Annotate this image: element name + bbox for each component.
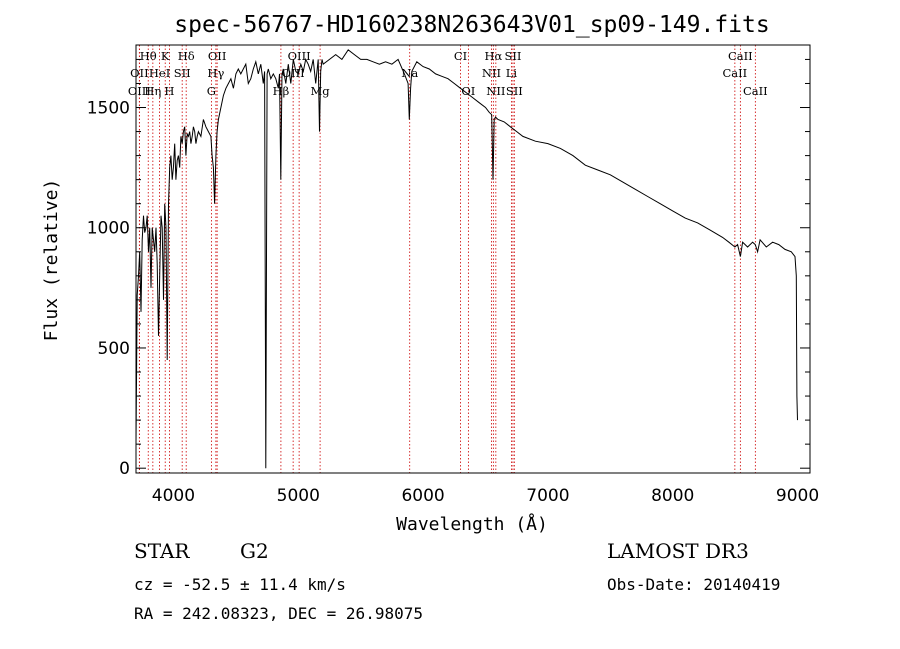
spectral-line-label: OII <box>130 66 149 80</box>
spectral-line-label: CaII <box>728 49 753 63</box>
spectral-line-label: Hβ <box>273 84 290 98</box>
spectral-line-label: CaII <box>743 84 768 98</box>
x-tick-label: 8000 <box>651 486 694 506</box>
coordinates-readout: RA = 242.08323, DEC = 26.98075 <box>134 604 423 623</box>
spectral-line-label: Li <box>506 66 518 80</box>
flux-series-line <box>135 49 798 469</box>
spectral-line-label: SII <box>506 84 523 98</box>
x-tick-label: 7000 <box>526 486 569 506</box>
plot-frame <box>135 44 811 474</box>
y-tick-label: 1500 <box>87 99 130 119</box>
spectral-line-label: Hδ <box>178 49 195 63</box>
x-tick-label: 4000 <box>152 486 195 506</box>
axis-ticks: 4000 5000 6000 7000 8000 9000 0 500 1000 1500 <box>87 58 819 506</box>
observation-date: Obs-Date: 20140419 <box>607 575 781 594</box>
spectral-line-label: H <box>164 84 174 98</box>
spectral-line-label: SII <box>504 49 521 63</box>
x-tick-label: 5000 <box>277 486 320 506</box>
redshift-readout: cz = -52.5 ± 11.4 km/s <box>134 575 346 594</box>
spectral-line-label: CI <box>454 49 467 63</box>
object-class: STAR <box>134 539 190 563</box>
x-tick-label: 6000 <box>401 486 444 506</box>
survey-name: LAMOST DR3 <box>607 539 749 563</box>
spectral-line-label: HeI <box>149 66 170 80</box>
spectral-line-label: Hη <box>144 84 161 98</box>
chart-title: spec-56767-HD160238N263643V01_sp09-149.f… <box>174 12 769 38</box>
spectral-line-label: NII <box>482 66 501 80</box>
spectral-line-label: SII <box>174 66 191 80</box>
spectral-line-label: Hα <box>484 49 502 63</box>
spectral-line-label: NII <box>486 84 505 98</box>
spectral-line-guides <box>138 45 756 473</box>
y-tick-label: 1000 <box>87 219 130 239</box>
spectral-line-label: Hθ <box>140 49 157 63</box>
spectral-line-label: G <box>207 84 216 98</box>
spectral-line-label: K <box>161 49 170 63</box>
object-subclass: G2 <box>240 539 269 563</box>
y-tick-label: 500 <box>98 339 130 359</box>
spectral-line-label: OIII <box>288 49 311 63</box>
x-tick-label: 9000 <box>776 486 819 506</box>
y-axis-label: Flux (relative) <box>41 179 62 342</box>
spectral-line-label: OII <box>208 49 227 63</box>
x-axis-label: Wavelength (Å) <box>396 513 548 535</box>
spectral-line-label: Hγ <box>207 66 224 80</box>
spectral-line-label: OIII <box>128 84 151 98</box>
spectral-line-label: CaII <box>722 66 747 80</box>
y-tick-label: 0 <box>119 459 130 479</box>
spectral-line-label: OI <box>461 84 475 98</box>
